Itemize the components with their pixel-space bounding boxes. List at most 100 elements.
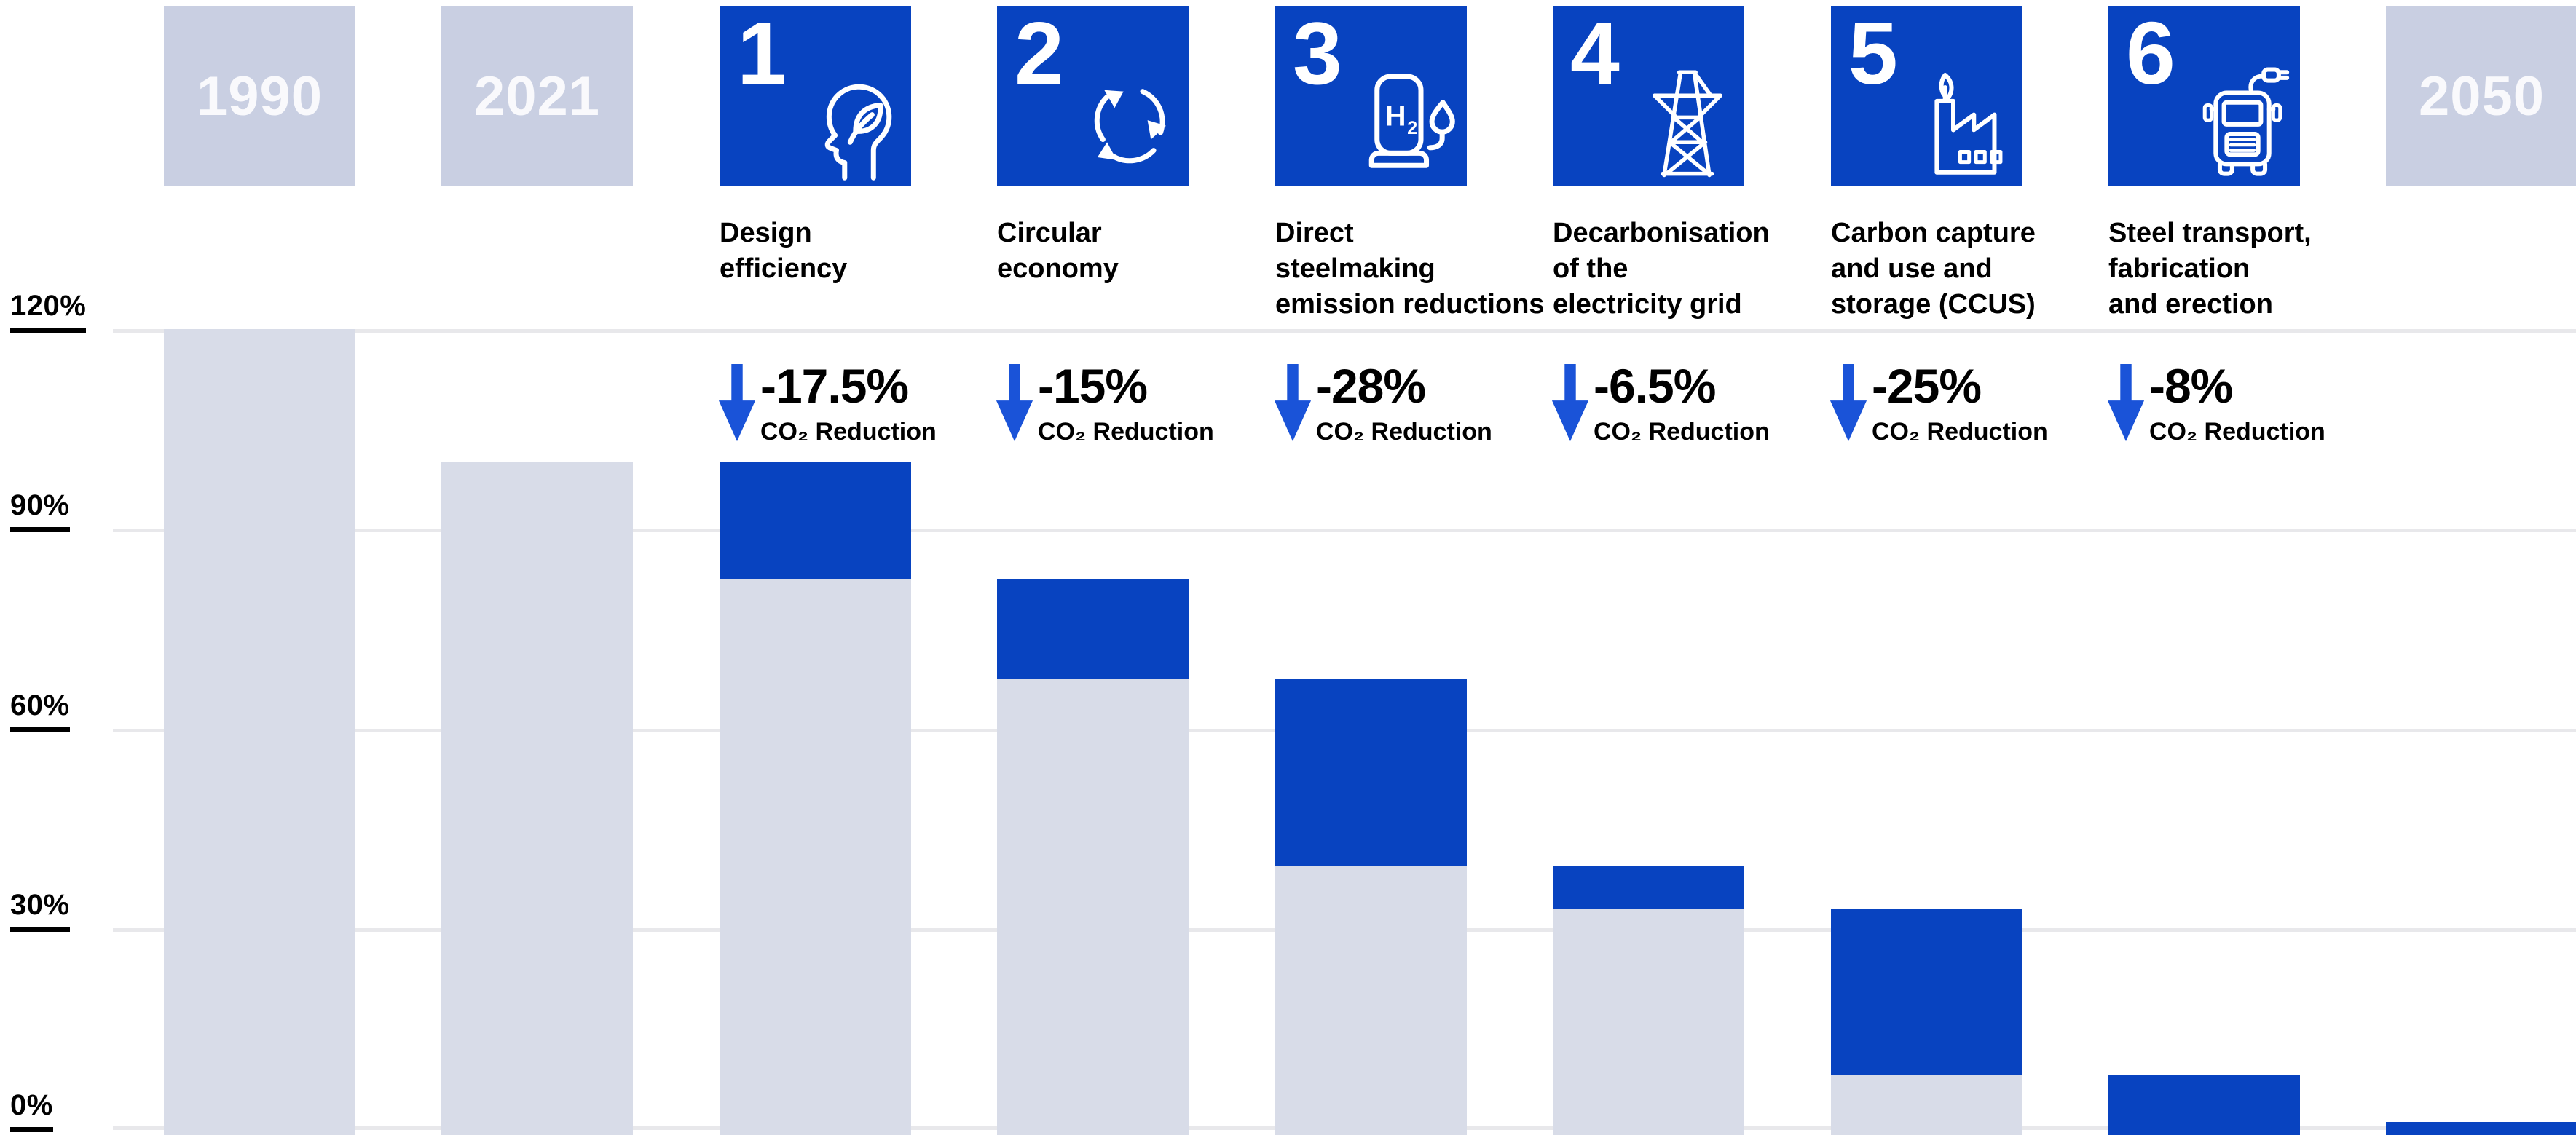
y-axis-label-60: 60% — [10, 689, 70, 732]
y-tick-text: 90% — [10, 489, 70, 532]
bar-remaining — [441, 462, 633, 1135]
bar-column-step4 — [1553, 329, 1744, 1135]
bar-remaining — [1553, 909, 1744, 1135]
y-axis-label-0: 0% — [10, 1089, 53, 1132]
down-arrow-icon — [1551, 364, 1589, 442]
bar-column-1990 — [164, 329, 355, 1135]
bar-reduction — [2108, 1075, 2300, 1135]
gridline-90 — [113, 529, 2576, 532]
bar-remaining — [164, 329, 355, 1135]
bar-column-step2 — [997, 329, 1189, 1135]
step-label-line: and erection — [2108, 289, 2273, 320]
step-label-line: Circular — [997, 218, 1102, 248]
reduction-sublabel: CO₂ Reduction — [1594, 418, 1770, 446]
step-number: 1 — [737, 4, 787, 103]
reduction-callout-2: -15% CO₂ Reduction — [996, 359, 1245, 456]
reduction-sublabel: CO₂ Reduction — [1038, 418, 1214, 446]
reduction-percent: -15% — [1038, 359, 1148, 413]
reduction-sublabel: CO₂ Reduction — [1872, 418, 2048, 446]
year-box-2050: 2050 — [2386, 6, 2576, 186]
step-label-line: Direct — [1275, 218, 1354, 248]
step-label-line: and use and — [1831, 253, 1993, 284]
bar-reduction — [1553, 865, 1744, 909]
bar-reduction — [997, 579, 1189, 679]
step-number: 2 — [1015, 4, 1064, 103]
year-label: 2021 — [473, 65, 601, 127]
y-tick-text: 60% — [10, 689, 70, 732]
recycle-icon — [1079, 64, 1166, 181]
reduction-percent: -6.5% — [1594, 359, 1716, 413]
bar-remaining — [1275, 865, 1467, 1135]
reduction-callout-5: -25% CO₂ Reduction — [1829, 359, 2079, 456]
gridline-120 — [113, 329, 2576, 333]
step-box-1: 1 — [720, 6, 911, 186]
plot-area — [0, 329, 2576, 1135]
step-label-2: Circular economy — [997, 215, 1267, 287]
reduction-percent: -25% — [1872, 359, 1982, 413]
y-axis-label-30: 30% — [10, 889, 70, 932]
down-arrow-icon — [996, 364, 1033, 442]
bar-column-step5 — [1831, 329, 2022, 1135]
step-number: 4 — [1570, 4, 1620, 103]
step-label-line: electricity grid — [1553, 289, 1742, 320]
bar-reduction — [1831, 909, 2022, 1075]
step-label-line: of the — [1553, 253, 1628, 284]
step-label-line: efficiency — [720, 253, 848, 284]
step-label-6: Steel transport, fabrication and erectio… — [2108, 215, 2378, 323]
step-number: 3 — [1293, 4, 1342, 103]
y-axis-label-120: 120% — [10, 290, 87, 333]
step-box-4: 4 — [1553, 6, 1744, 186]
bar-column-2021 — [441, 329, 633, 1135]
bar-column-2050 — [2386, 329, 2576, 1135]
reduction-callout-3: -28% CO₂ Reduction — [1274, 359, 1523, 456]
electricity-pylon-icon — [1635, 64, 1738, 181]
step-label-line: fabrication — [2108, 253, 2250, 284]
bar-reduction — [720, 462, 911, 580]
year-box-1990: 1990 — [164, 6, 355, 186]
step-label-4: Decarbonisation of the electricity grid — [1553, 215, 1822, 323]
down-arrow-icon — [1829, 364, 1867, 442]
y-tick-text: 30% — [10, 889, 70, 932]
bar-column-step6 — [2108, 329, 2300, 1135]
reduction-percent: -17.5% — [760, 359, 909, 413]
y-tick-text: 0% — [10, 1089, 53, 1132]
svg-text:H: H — [1385, 100, 1406, 133]
year-box-2021: 2021 — [441, 6, 633, 186]
bar-reduction — [2386, 1121, 2576, 1135]
step-label-3: Direct steelmaking emission reductions — [1275, 215, 1545, 323]
down-arrow-icon — [2107, 364, 2145, 442]
bar-column-step1 — [720, 329, 911, 1135]
step-box-6: 6 — [2108, 6, 2300, 186]
step-label-line: emission reductions — [1275, 289, 1545, 320]
reduction-callout-1: -17.5% CO₂ Reduction — [718, 359, 967, 456]
electric-truck-icon — [2191, 64, 2294, 181]
step-box-3: 3 H 2 — [1275, 6, 1467, 186]
bar-remaining — [720, 579, 911, 1135]
year-label: 2050 — [2418, 65, 2545, 127]
bar-reduction — [1275, 679, 1467, 866]
step-label-line: Steel transport, — [2108, 218, 2312, 248]
step-number: 5 — [1848, 4, 1898, 103]
year-label: 1990 — [196, 65, 323, 127]
reduction-callout-4: -6.5% CO₂ Reduction — [1551, 359, 1800, 456]
step-box-2: 2 — [997, 6, 1189, 186]
reduction-callout-6: -8% CO₂ Reduction — [2107, 359, 2356, 456]
step-number: 6 — [2126, 4, 2175, 103]
ccus-factory-icon — [1913, 64, 2017, 181]
reduction-percent: -8% — [2149, 359, 2233, 413]
step-label-line: Carbon capture — [1831, 218, 2036, 248]
hydrogen-pump-icon: H 2 — [1358, 64, 1461, 181]
step-box-5: 5 — [1831, 6, 2022, 186]
step-label-line: Decarbonisation — [1553, 218, 1770, 248]
step-label-1: Design efficiency — [720, 215, 989, 287]
step-label-5: Carbon capture and use and storage (CCUS… — [1831, 215, 2100, 323]
step-label-line: steelmaking — [1275, 253, 1435, 284]
step-label-line: storage (CCUS) — [1831, 289, 2036, 320]
down-arrow-icon — [1274, 364, 1312, 442]
bar-remaining — [997, 679, 1189, 1135]
y-tick-text: 120% — [10, 290, 87, 333]
bar-remaining — [1831, 1075, 2022, 1135]
step-label-line: economy — [997, 253, 1119, 284]
y-axis-label-90: 90% — [10, 489, 70, 532]
svg-text:2: 2 — [1407, 118, 1417, 138]
